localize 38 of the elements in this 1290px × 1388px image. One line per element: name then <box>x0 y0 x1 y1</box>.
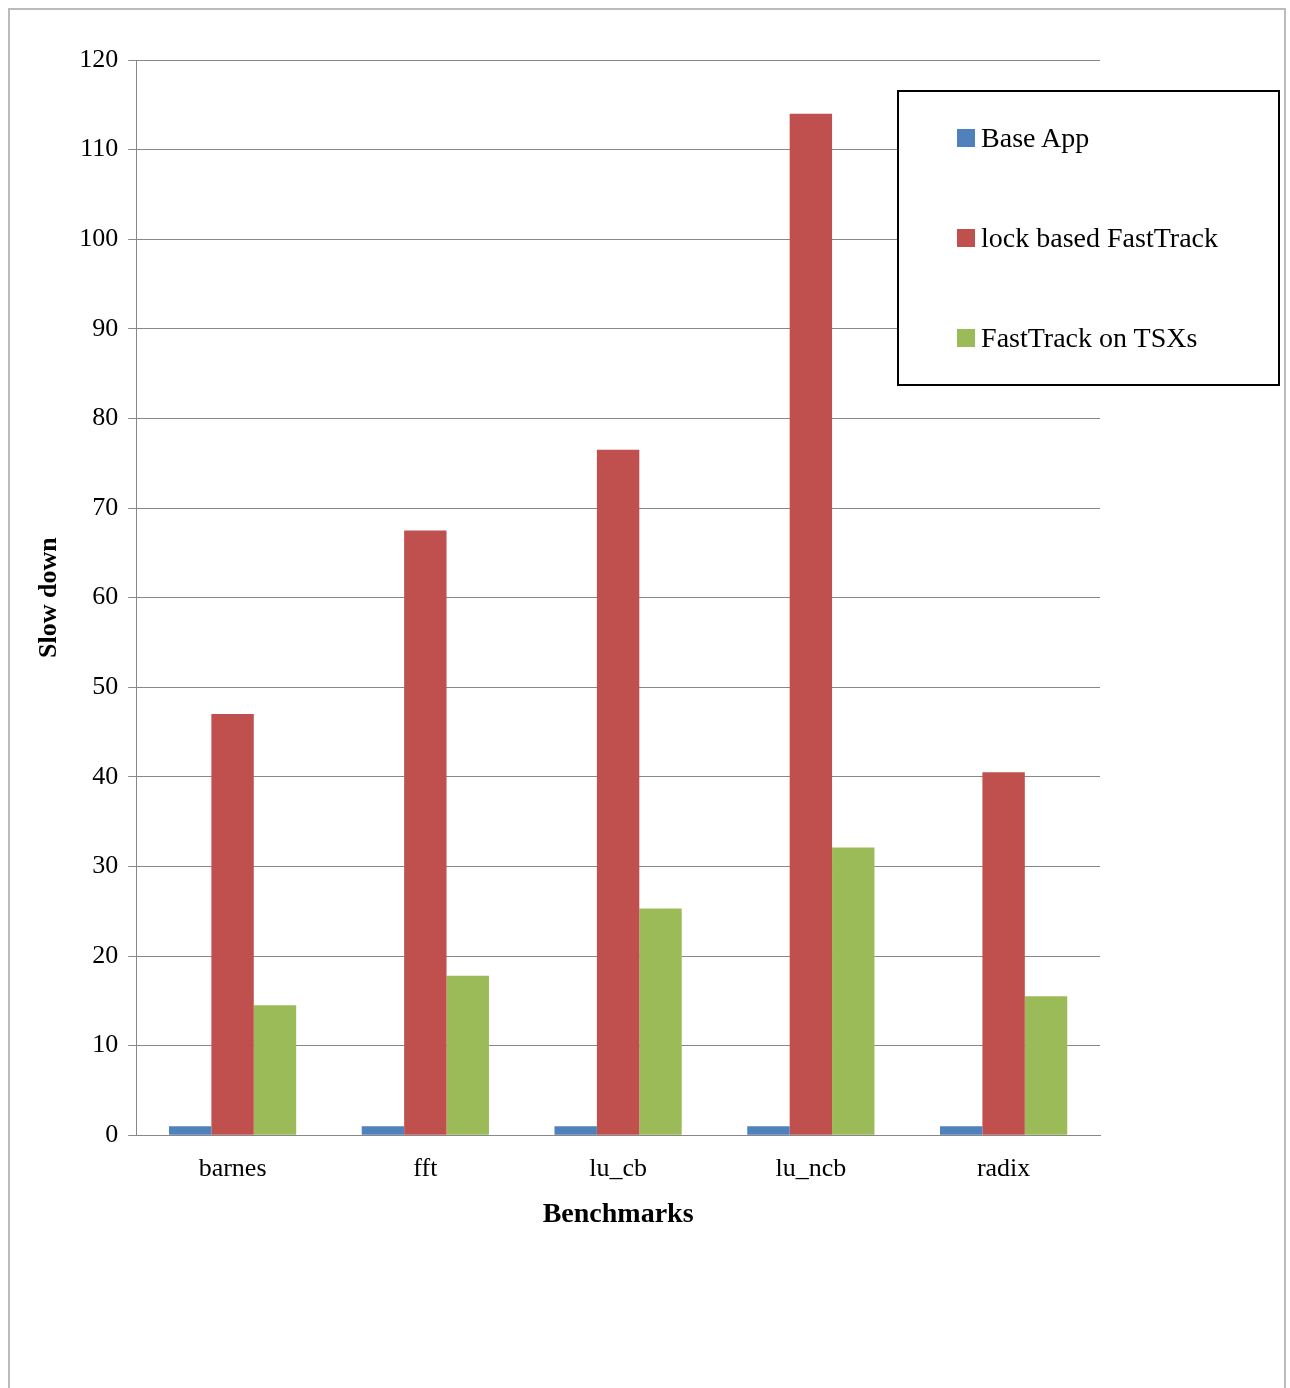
bar <box>832 847 875 1135</box>
bar <box>361 1126 405 1135</box>
y-tick-label: 120 <box>79 43 119 73</box>
x-tick-label: barnes <box>198 1152 267 1182</box>
y-tick-label: 90 <box>92 312 119 342</box>
legend-label: FastTrack on TSXs <box>981 322 1198 354</box>
y-tick-label: 20 <box>92 939 119 969</box>
y-tick-label: 80 <box>92 402 119 432</box>
y-tick-label: 70 <box>92 491 119 521</box>
y-tick-label: 30 <box>92 850 119 880</box>
x-tick-label: radix <box>976 1152 1031 1182</box>
y-tick-label: 110 <box>80 133 119 163</box>
legend-label: lock based FastTrack <box>981 222 1218 254</box>
y-tick-label: 10 <box>92 1029 119 1059</box>
bar <box>789 113 833 1135</box>
y-tick-label: 0 <box>105 1119 119 1149</box>
bar <box>1024 996 1068 1135</box>
bar <box>747 1126 790 1135</box>
x-tick-label: lu_ncb <box>775 1152 847 1182</box>
x-axis-title: Benchmarks <box>542 1197 694 1229</box>
bar <box>253 1005 297 1135</box>
bar <box>554 1126 597 1135</box>
bar <box>639 908 682 1135</box>
bar <box>404 530 447 1135</box>
bar <box>940 1126 983 1135</box>
bar <box>446 975 489 1135</box>
y-axis-title: Slow down <box>33 536 63 658</box>
legend-label: Base App <box>981 122 1090 154</box>
y-tick-label: 60 <box>92 581 119 611</box>
bar <box>211 714 254 1135</box>
y-tick-label: 100 <box>79 223 119 253</box>
bar <box>596 449 640 1135</box>
bar <box>982 772 1025 1135</box>
x-tick-label: fft <box>413 1152 439 1182</box>
y-tick-label: 40 <box>92 760 119 790</box>
y-tick-label: 50 <box>92 671 119 701</box>
x-tick-label: lu_cb <box>589 1152 647 1182</box>
bar <box>168 1126 212 1135</box>
